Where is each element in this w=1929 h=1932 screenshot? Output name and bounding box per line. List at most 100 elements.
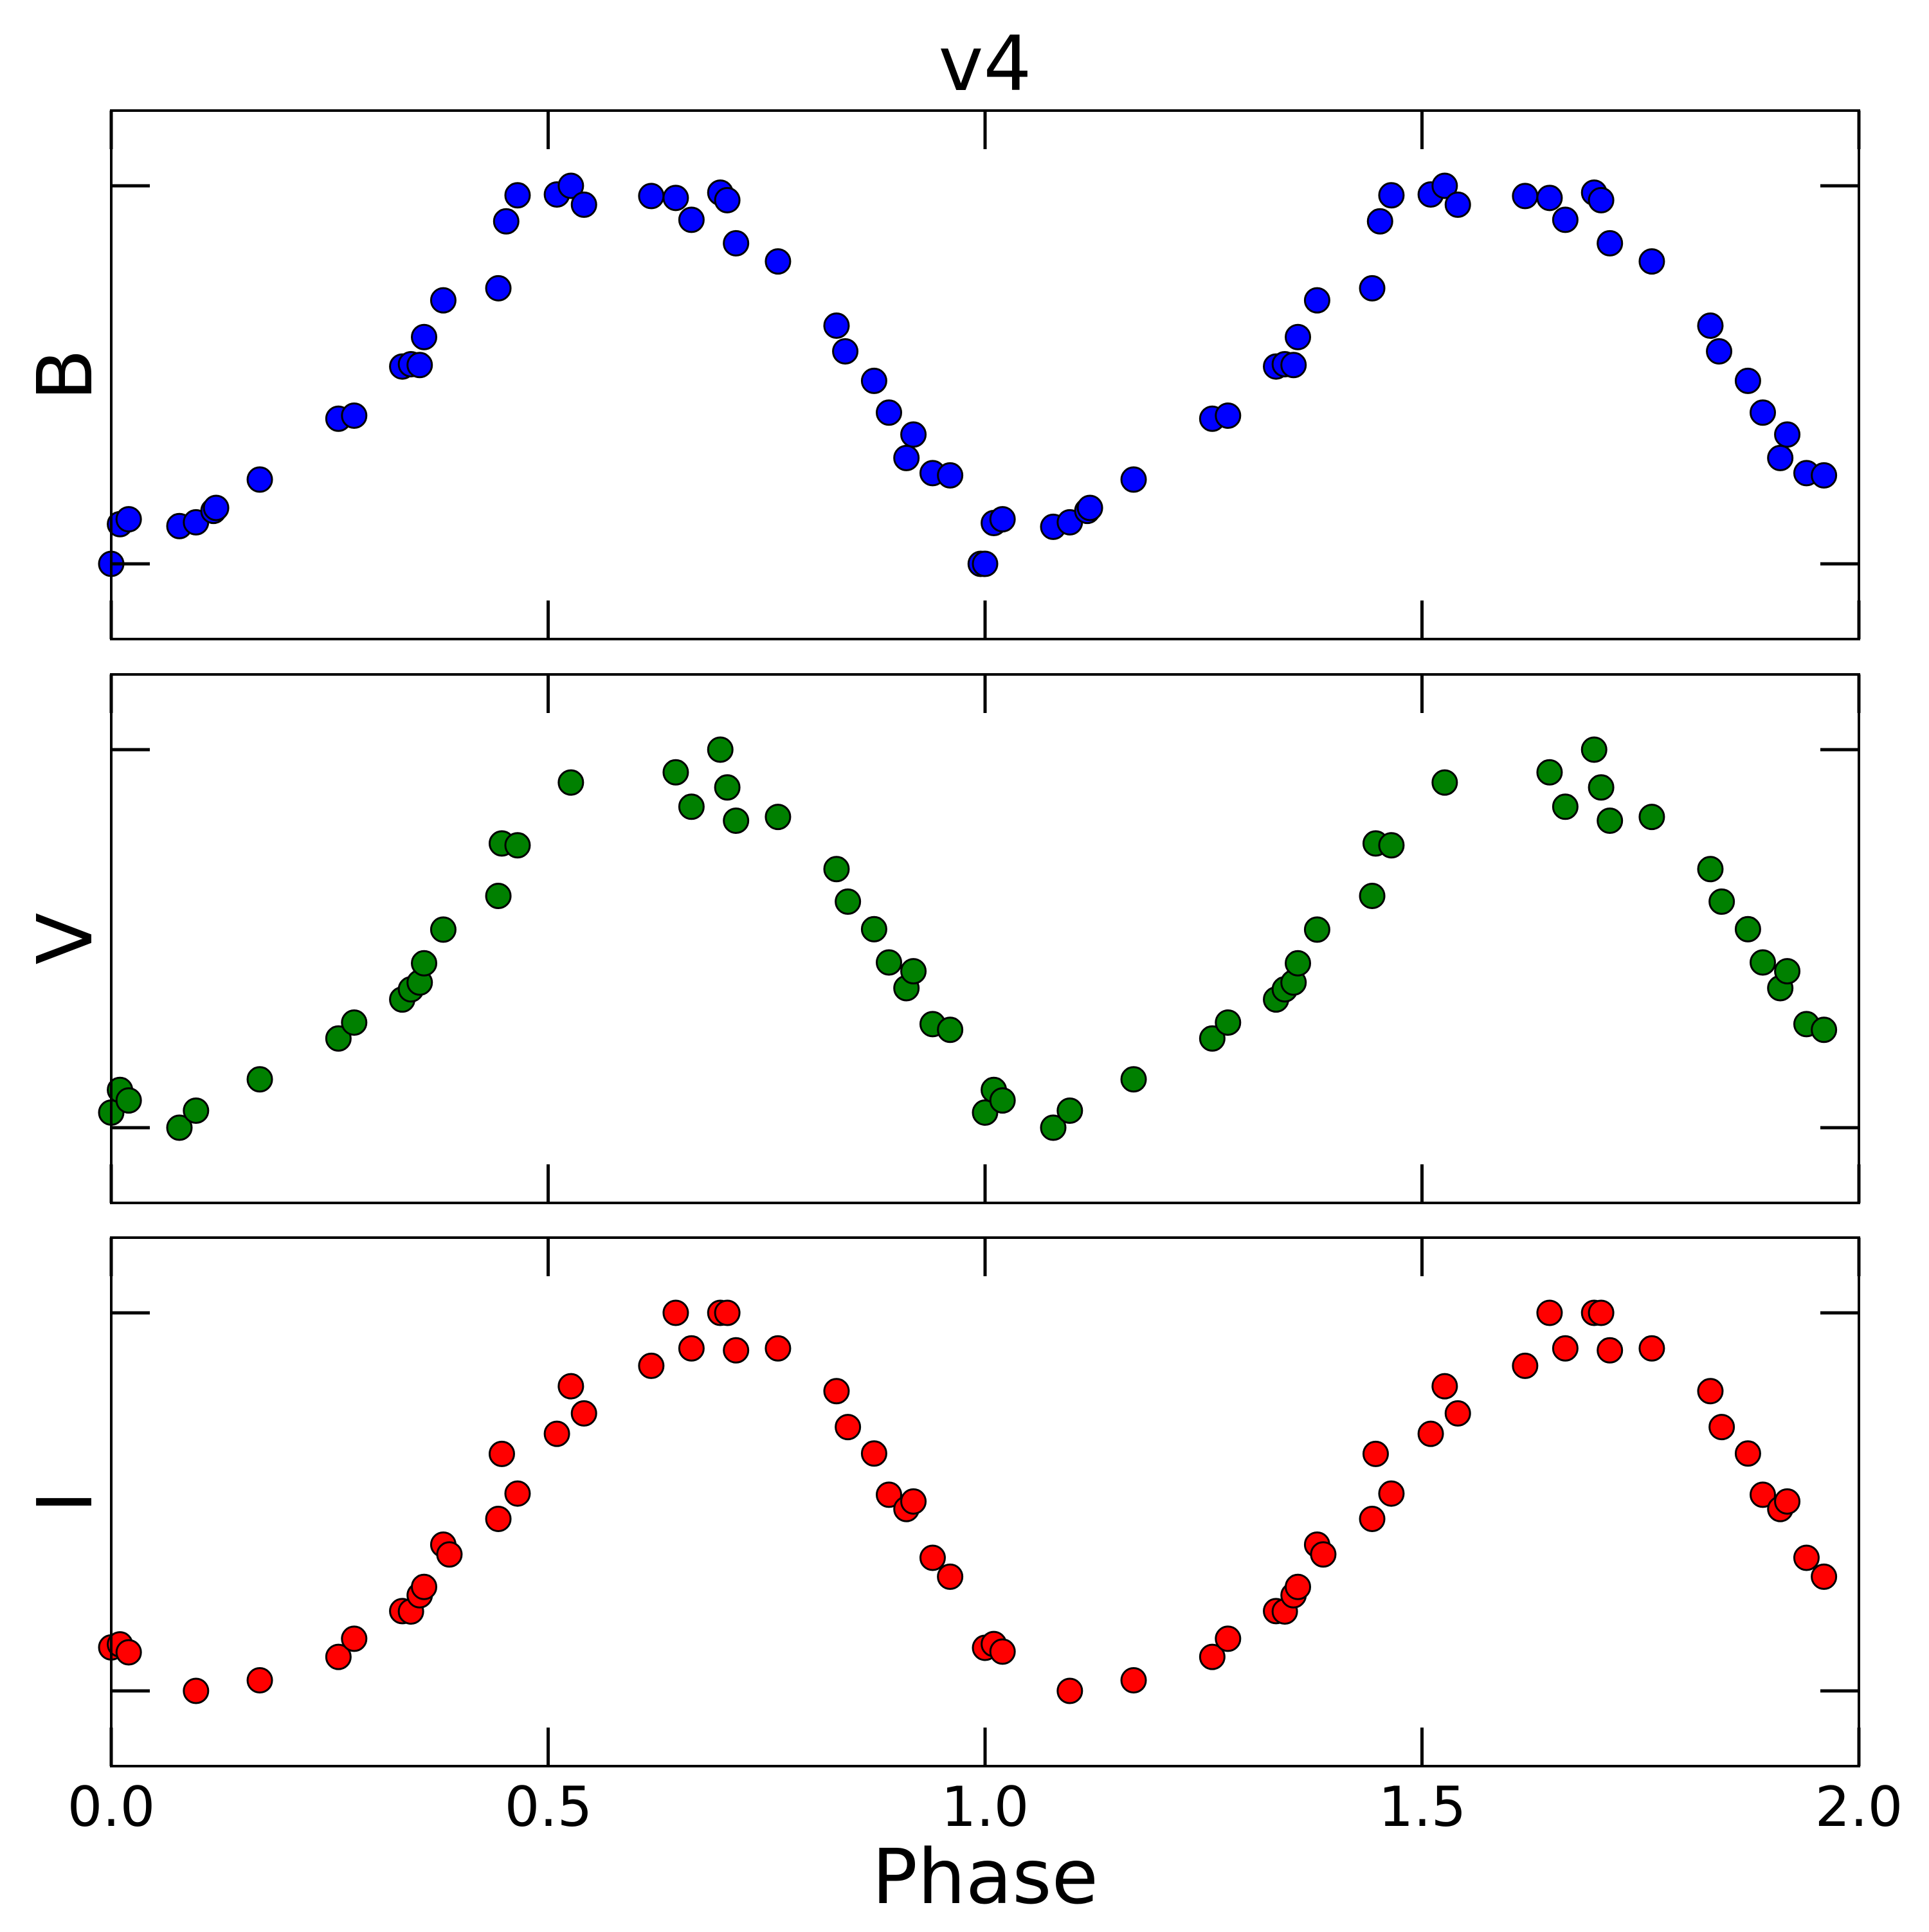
- data-point: [1431, 769, 1458, 796]
- data-point: [1774, 421, 1801, 448]
- data-point: [115, 506, 142, 533]
- data-point: [989, 1087, 1016, 1114]
- panel-bottom-markers: [98, 1299, 1838, 1704]
- data-point: [1280, 352, 1307, 379]
- panel-middle-markers: [98, 736, 1838, 1141]
- data-point: [1597, 1337, 1624, 1364]
- data-point: [1076, 494, 1103, 521]
- data-point: [436, 1541, 463, 1568]
- data-point: [823, 856, 850, 883]
- data-point: [638, 183, 665, 210]
- data-point: [1120, 1066, 1147, 1093]
- data-point: [1697, 1378, 1724, 1405]
- data-point: [430, 916, 457, 943]
- data-point: [341, 402, 368, 429]
- data-point: [765, 248, 792, 275]
- data-point: [488, 1440, 515, 1467]
- data-point: [485, 883, 512, 910]
- data-point: [1431, 1373, 1458, 1400]
- data-point: [860, 916, 887, 943]
- data-point: [485, 275, 512, 302]
- data-point: [115, 1087, 142, 1114]
- data-point: [1199, 1643, 1226, 1670]
- data-point: [504, 182, 531, 209]
- data-point: [1811, 1563, 1838, 1590]
- panel-middle-ylabel: V: [21, 913, 109, 965]
- data-point: [1056, 1097, 1083, 1124]
- data-point: [1215, 1009, 1242, 1036]
- data-point: [678, 793, 705, 820]
- data-point: [183, 1677, 210, 1704]
- data-point: [1120, 466, 1147, 493]
- data-point: [919, 1544, 946, 1571]
- data-point: [662, 1299, 689, 1326]
- data-point: [1750, 949, 1777, 976]
- x-tick-label-4: 2.0: [1815, 1775, 1903, 1839]
- data-point: [411, 1573, 438, 1600]
- data-point: [714, 774, 741, 801]
- data-point: [1512, 1352, 1539, 1379]
- data-point: [1536, 1299, 1563, 1326]
- data-point: [723, 808, 750, 835]
- data-point: [678, 206, 705, 233]
- data-point: [937, 1016, 964, 1043]
- panel-top-ticks: [109, 111, 1861, 639]
- data-point: [246, 466, 273, 493]
- data-point: [1362, 1440, 1389, 1467]
- data-point: [860, 1440, 887, 1467]
- data-point: [543, 1420, 570, 1447]
- data-point: [893, 444, 920, 471]
- data-point: [1285, 950, 1312, 977]
- data-point: [835, 1414, 862, 1441]
- data-point: [1378, 832, 1405, 859]
- data-point: [341, 1625, 368, 1652]
- data-point: [1359, 883, 1386, 910]
- data-point: [765, 804, 792, 831]
- x-axis-label: Phase: [872, 1832, 1098, 1921]
- data-point: [714, 186, 741, 213]
- data-point: [1597, 808, 1624, 835]
- data-point: [662, 759, 689, 786]
- data-point: [1638, 1335, 1665, 1362]
- panel-middle-v: V: [21, 673, 1861, 1204]
- panel-top-ylabel: B: [21, 349, 109, 401]
- data-point: [1580, 736, 1608, 763]
- data-point: [707, 736, 734, 763]
- panel-top-markers: [98, 172, 1838, 577]
- data-point: [1366, 208, 1393, 235]
- x-tick-label-3: 1.5: [1379, 1775, 1467, 1839]
- x-tick-labels: 0.0 0.5 1.0 1.5 2.0: [68, 1775, 1903, 1839]
- data-point: [1767, 444, 1794, 471]
- data-point: [1303, 916, 1330, 943]
- panel-middle-ticks: [109, 674, 1861, 1203]
- data-point: [723, 1337, 750, 1364]
- data-point: [203, 494, 230, 521]
- data-point: [1706, 338, 1733, 365]
- data-point: [638, 1352, 665, 1379]
- data-point: [1552, 793, 1579, 820]
- data-point: [1303, 287, 1330, 314]
- data-point: [823, 312, 850, 339]
- data-point: [570, 191, 597, 218]
- data-point: [1774, 1488, 1801, 1515]
- data-point: [765, 1335, 792, 1362]
- data-point: [937, 462, 964, 489]
- data-point: [1378, 1480, 1405, 1507]
- data-point: [900, 1488, 927, 1515]
- data-point: [1774, 958, 1801, 985]
- data-point: [115, 1639, 142, 1666]
- data-point: [900, 958, 927, 985]
- data-point: [1588, 186, 1615, 213]
- panel-bottom-i: I: [21, 1236, 1861, 1767]
- data-point: [1359, 275, 1386, 302]
- data-point: [1536, 759, 1563, 786]
- x-tick-label-1: 0.5: [505, 1775, 593, 1839]
- data-point: [1793, 1544, 1820, 1571]
- data-point: [341, 1009, 368, 1036]
- data-point: [1597, 230, 1624, 257]
- data-point: [876, 1481, 903, 1508]
- data-point: [1697, 856, 1724, 883]
- data-point: [1359, 1505, 1386, 1532]
